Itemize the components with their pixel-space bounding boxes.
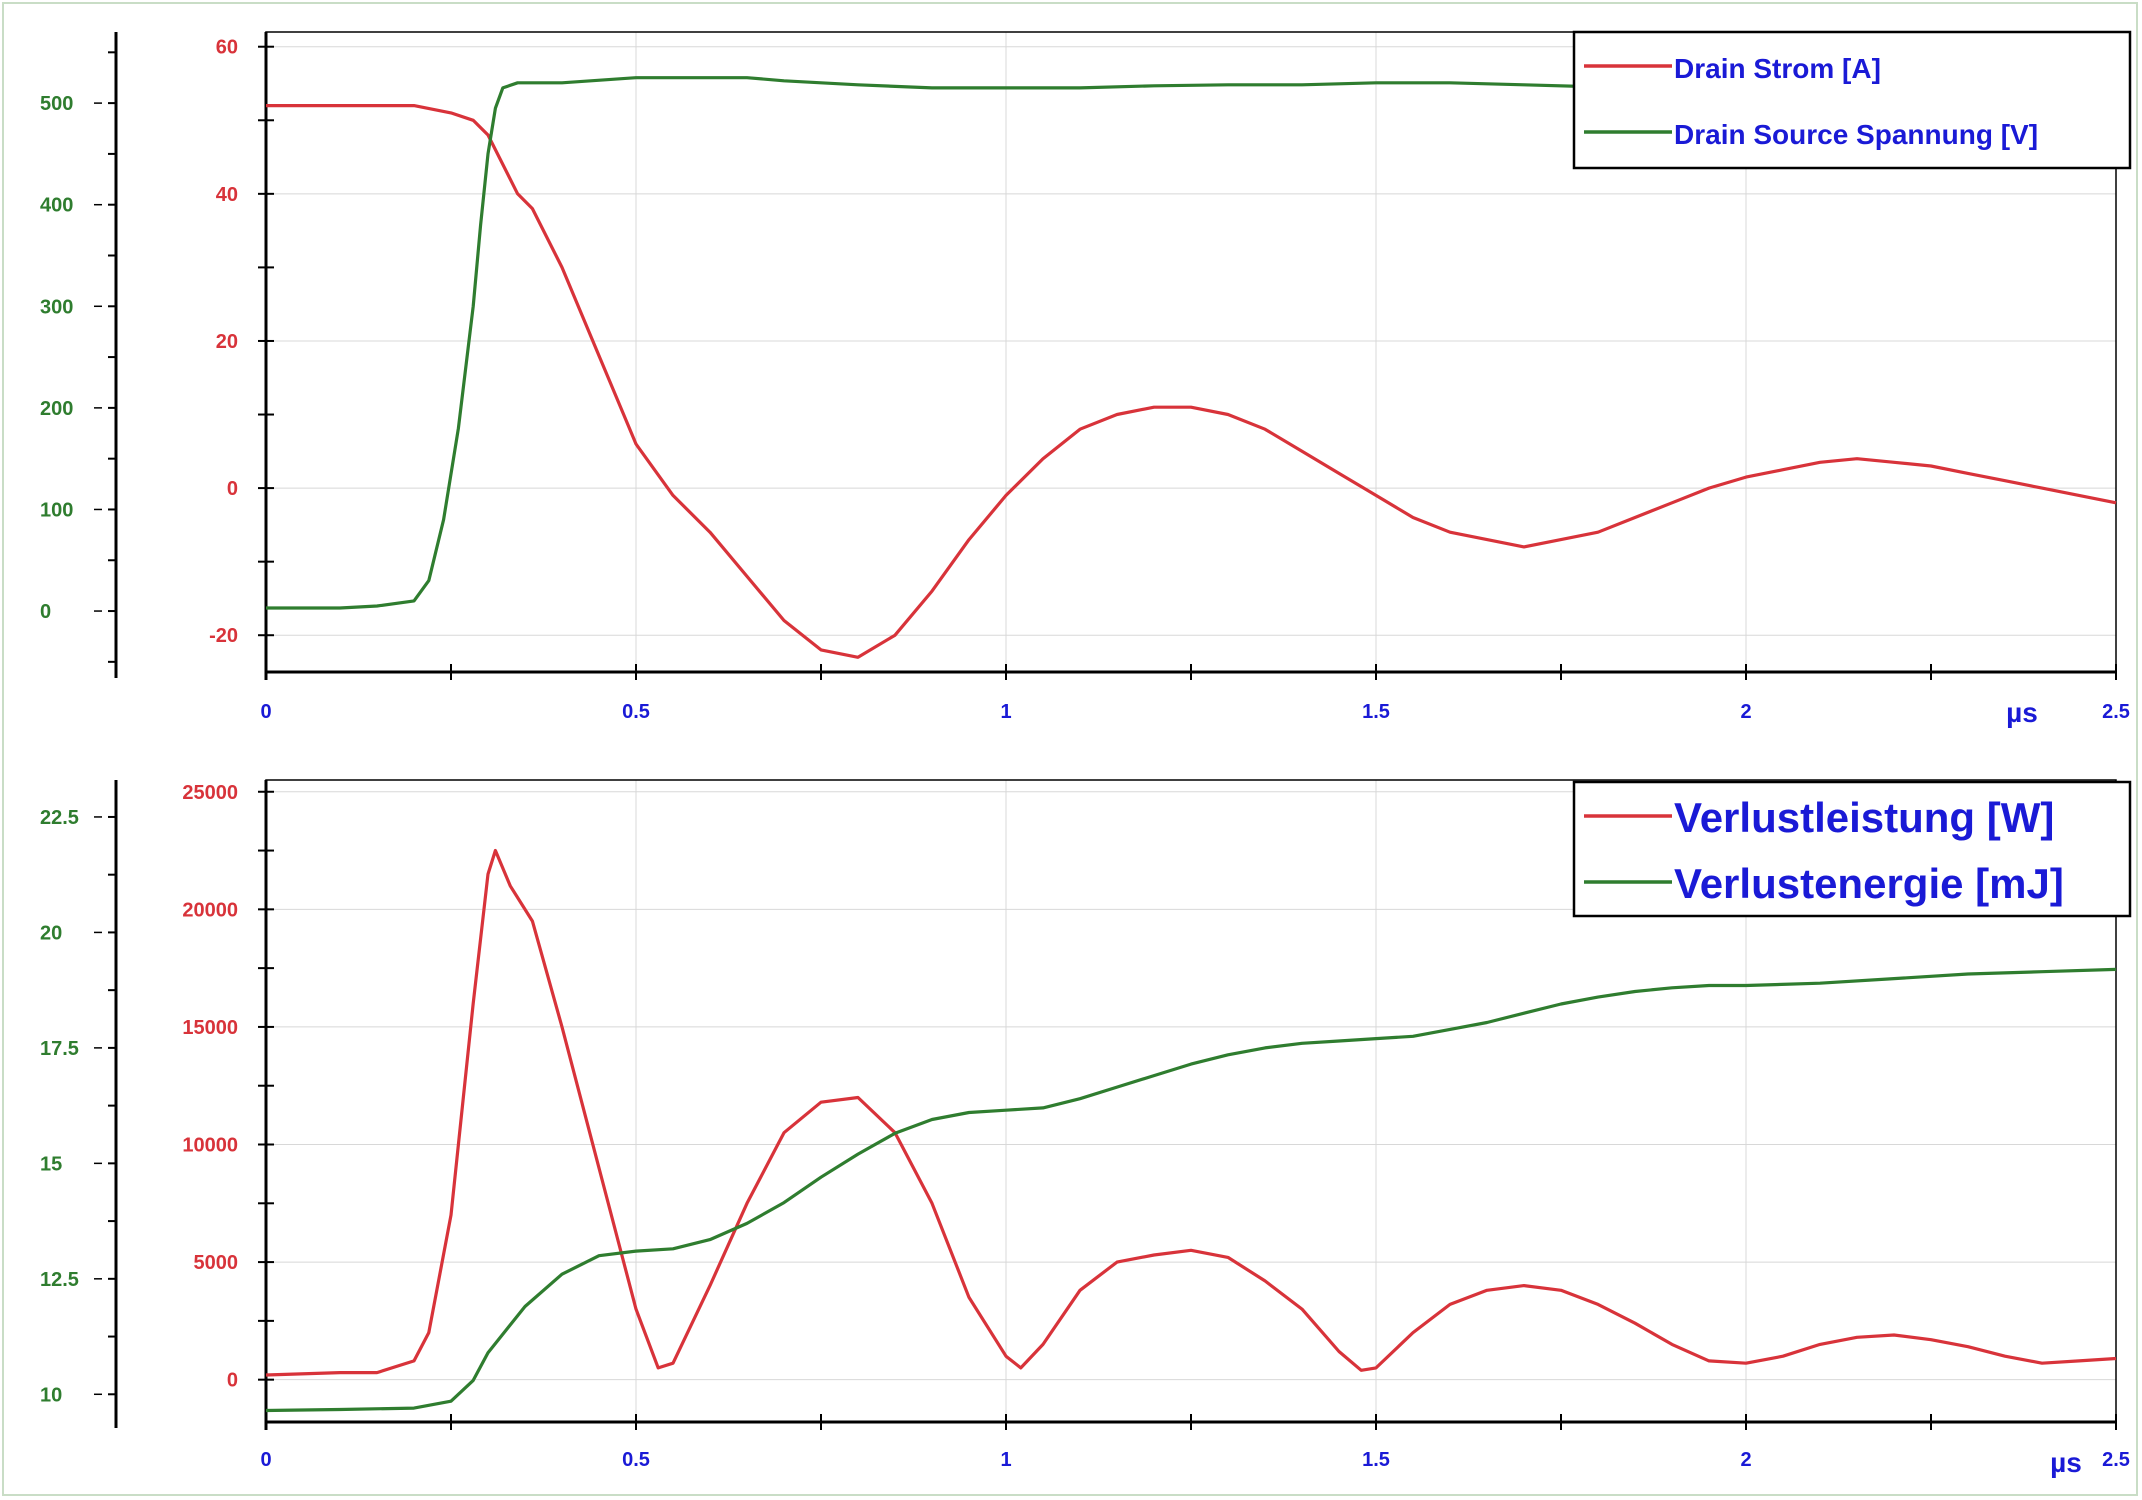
inner-y-tick-label: 5000 (194, 1252, 239, 1274)
x-tick-label: 1.5 (1362, 701, 1390, 723)
legend-box (1572, 30, 2132, 170)
outer-y-tick-label: 100 (40, 499, 73, 521)
chart-2: 0 0.5 1 1.5 2 2.5µs25000200001500010000500002… (40, 779, 2132, 1478)
x-tick-label: 2 (1740, 1449, 1751, 1471)
legend: Drain Strom [A] Drain Source Spannung [V] (1572, 30, 2132, 170)
outer-y-tick-label: 300 (40, 296, 73, 318)
outer-y-tick-label: 15 (40, 1153, 62, 1175)
outer-y-tick-label: 400 (40, 195, 73, 217)
legend-label: Drain Source Spannung [V] (1674, 119, 2038, 150)
inner-y-tick-label: 10000 (182, 1135, 238, 1157)
x-tick-label: 2 (1740, 701, 1751, 723)
inner-y-tick-label: 0 (227, 478, 238, 500)
legend-label: Verlustleistung [W] (1674, 794, 2054, 841)
legend-label: Verlustenergie [mJ] (1674, 860, 2064, 907)
inner-y-tick-label: 20000 (182, 899, 238, 921)
inner-y-tick-label: 0 (227, 1370, 238, 1392)
x-axis-unit: µs (2050, 1447, 2082, 1478)
x-tick-label: 0 (260, 1449, 271, 1471)
legend-label: Drain Strom [A] (1674, 53, 1881, 84)
x-tick-label: 1 (1000, 1449, 1011, 1471)
x-tick-label: 1 (1000, 701, 1011, 723)
x-tick-label: 2.5 (2102, 701, 2130, 723)
inner-y-tick-label: 15000 (182, 1017, 238, 1039)
x-tick-label: 2.5 (2102, 1449, 2130, 1471)
x-tick-label: 0.5 (622, 701, 650, 723)
series-1 (265, 103, 2117, 659)
chart-1: 0 0.5 1 1.5 2 2.5µs6040200-205004003002001000… (40, 30, 2132, 728)
outer-y-tick-label: 20 (40, 922, 62, 944)
x-tick-label: 1.5 (1362, 1449, 1390, 1471)
inner-y-tick-label: 25000 (182, 782, 238, 804)
outer-y-tick-label: 17.5 (40, 1038, 79, 1060)
outer-y-tick-label: 500 (40, 93, 73, 115)
inner-y-tick-label: 60 (216, 37, 238, 59)
outer-y-tick-label: 10 (40, 1384, 62, 1406)
x-axis-unit: µs (2006, 697, 2038, 728)
series-2 (265, 967, 2117, 1413)
legend-box (1572, 780, 2132, 918)
outer-y-tick-label: 12.5 (40, 1269, 79, 1291)
inner-y-tick-label: 40 (216, 184, 238, 206)
x-tick-label: 0 (260, 701, 271, 723)
inner-y-tick-label: 20 (216, 331, 238, 353)
outer-y-tick-label: 0 (40, 601, 51, 623)
x-tick-label: 0.5 (622, 1449, 650, 1471)
legend: Verlustleistung [W] Verlustenergie [mJ] (1572, 780, 2132, 918)
series-line (266, 103, 2117, 659)
outer-y-tick-label: 200 (40, 398, 73, 420)
outer-y-tick-label: 22.5 (40, 807, 79, 829)
inner-y-tick-label: -20 (209, 625, 238, 647)
